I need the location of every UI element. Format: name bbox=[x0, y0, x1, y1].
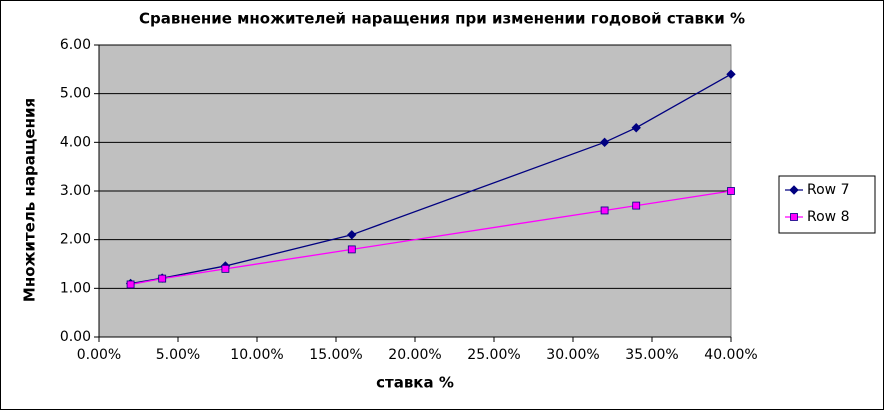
x-tick-label: 35.00% bbox=[625, 347, 678, 363]
x-tick-label: 40.00% bbox=[704, 347, 757, 363]
legend-label: Row 8 bbox=[807, 209, 849, 225]
point bbox=[221, 264, 230, 273]
y-axis-label: Множитель наращения bbox=[21, 98, 39, 302]
point bbox=[727, 187, 735, 195]
point bbox=[600, 206, 609, 215]
legend-box bbox=[778, 175, 876, 234]
point bbox=[126, 280, 135, 289]
x-tick-label: 15.00% bbox=[309, 347, 362, 363]
x-tick-label: 0.00% bbox=[77, 347, 121, 363]
x-tick-label: 20.00% bbox=[388, 347, 441, 363]
point bbox=[726, 69, 736, 79]
y-tick-label: 5.00 bbox=[60, 86, 91, 102]
x-tick-label: 5.00% bbox=[156, 347, 200, 363]
legend-marker bbox=[789, 185, 799, 195]
point bbox=[599, 137, 610, 148]
y-tick-label: 6.00 bbox=[60, 37, 91, 53]
x-tick-label: 30.00% bbox=[546, 347, 599, 363]
x-axis-label: ставка % bbox=[376, 374, 454, 392]
chart-title: Сравнение множителей наращения при измен… bbox=[139, 10, 745, 28]
y-tick-label: 0.00 bbox=[60, 329, 91, 345]
x-tick-label: 25.00% bbox=[467, 347, 520, 363]
point bbox=[158, 274, 167, 283]
point bbox=[347, 230, 357, 240]
point bbox=[631, 123, 641, 133]
x-tick-label: 10.00% bbox=[230, 347, 283, 363]
point bbox=[632, 201, 641, 210]
legend-marker bbox=[790, 213, 798, 221]
y-tick-label: 3.00 bbox=[60, 183, 91, 199]
y-tick-label: 2.00 bbox=[60, 232, 91, 248]
legend-label: Row 7 bbox=[807, 182, 849, 198]
y-tick-label: 4.00 bbox=[60, 134, 91, 150]
y-tick-label: 1.00 bbox=[60, 280, 91, 296]
point bbox=[347, 245, 356, 254]
